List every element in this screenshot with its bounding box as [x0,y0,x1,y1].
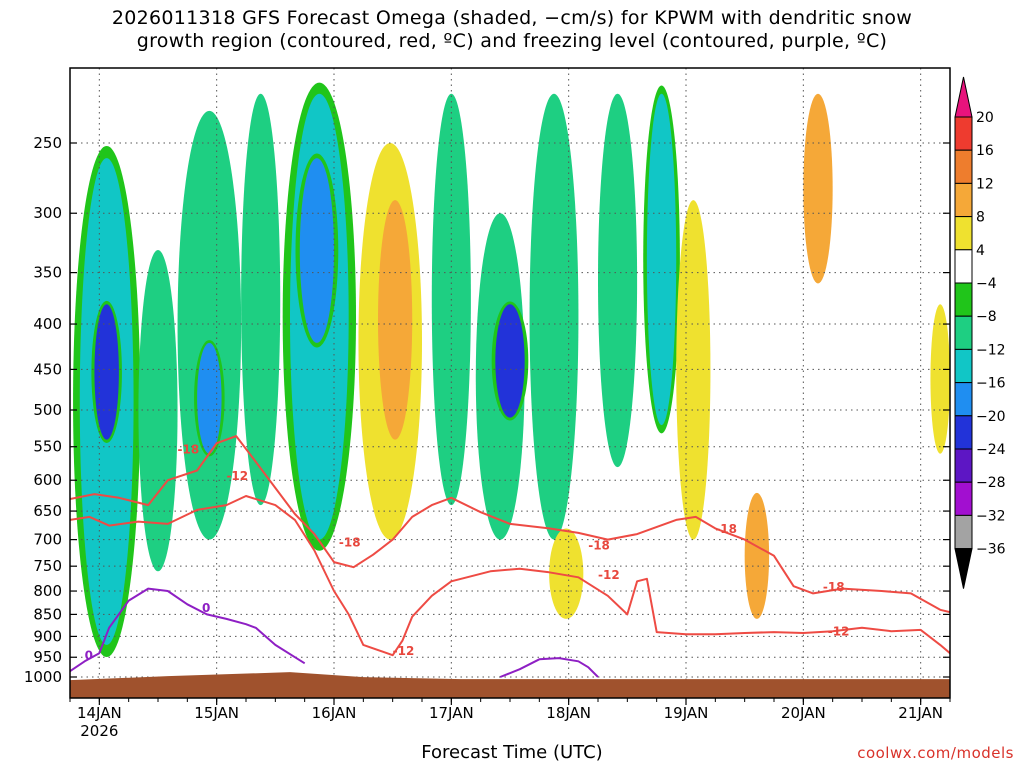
dgz-contour-12 [70,495,950,657]
omega-feature [299,158,334,343]
y-tick-label: 250 [33,134,62,152]
colorbar-tick-label: 12 [976,176,994,192]
y-tick-label: 300 [33,204,62,222]
contour-label: -12 [598,568,620,582]
omega-feature [177,110,242,540]
y-tick-label: 800 [33,582,62,600]
omega-feature [495,304,525,418]
contour-label: -12 [226,469,248,483]
y-tick-label: 750 [33,557,62,575]
x-axis-label: Forecast Time (UTC) [421,742,603,763]
y-tick-label: 650 [33,502,62,520]
colorbar-top-arrow [954,76,973,118]
chart-title-line-1: 2026011318 GFS Forecast Omega (shaded, −… [111,7,913,29]
contour-label: -18 [339,536,361,550]
colorbar-tick-label: 8 [976,210,985,226]
y-tick-label: 950 [33,648,62,666]
y-tick-label: 850 [33,605,62,623]
colorbar-tick-label: −8 [976,309,997,325]
y-tick-label: 700 [33,531,62,549]
omega-shading [73,82,950,658]
x-tick-label: 16JAN [312,704,357,722]
x-tick-label: 18JAN [546,704,591,722]
colorbar-segment [954,514,973,550]
colorbar-segment [954,182,973,218]
x-tick-label: 15JAN [194,704,239,722]
y-tick-label: 1000 [24,668,62,686]
x-tick-label: 14JAN [77,704,122,722]
omega-feature [241,93,281,506]
omega-feature [598,93,638,468]
y-tick-label: 500 [33,401,62,419]
colorbar-tick-label: −20 [976,409,1006,425]
chart-title-line-2: growth region (contoured, red, ºC) and f… [136,30,888,52]
omega-feature [646,93,677,426]
colorbar-tick-label: 4 [976,243,985,259]
x-tick-label: 20JAN [781,704,826,722]
colorbar-segment [954,249,973,284]
colorbar-tick-label: −36 [976,542,1006,558]
x-tick-label: 21JAN [898,704,943,722]
contour-label: -12 [828,625,850,639]
colorbar: 20 16 12 8 4 −4 −8 −12 −16 −20 −24 −28 −32 −36 [954,76,1006,589]
contour-label: -18 [178,443,200,457]
colorbar-segment [954,481,973,516]
colorbar-segment [954,415,973,450]
dgz-contour-18 [70,435,950,614]
colorbar-tick-label: −32 [976,508,1006,524]
y-tick-label: 450 [33,360,62,378]
terrain-surface [70,672,950,698]
y-tick-label: 350 [33,264,62,282]
colorbar-tick-label: −28 [976,475,1006,491]
colorbar-bottom-arrow [954,548,973,589]
y-tick-label: 400 [33,315,62,333]
omega-feature [197,342,222,454]
x-tick-label: 17JAN [429,704,474,722]
y-tick-label: 550 [33,438,62,456]
y-tick-label: 600 [33,471,62,489]
omega-feature [529,93,579,540]
colorbar-tick-label: −24 [976,442,1006,458]
colorbar-tick-label: −16 [976,376,1006,392]
colorbar-segment [954,216,973,251]
contour-labels: -18 -12 -18 -12 -18 -12 -18 -18 -12 0 0 [85,443,850,663]
y-tick-label: 900 [33,627,62,645]
colorbar-tick-label: −12 [976,342,1006,358]
omega-feature [803,93,833,284]
omega-feature [930,304,950,454]
colorbar-tick-label: 16 [976,143,994,159]
omega-feature [549,528,584,619]
colorbar-segment [954,116,973,151]
y-axis-ticks: 250 300 350 400 450 500 550 600 650 700 750 800 850 9… [24,134,950,686]
colorbar-segment [954,282,973,317]
omega-feature [744,492,770,619]
omega-feature [138,249,178,572]
contour-label: -18 [823,580,845,594]
freezing-level-contour [70,587,306,673]
terrain-fill [70,672,950,698]
colorbar-segment [954,448,973,483]
contours [70,435,950,678]
contour-label: -18 [588,538,610,552]
colorbar-segment [954,149,973,184]
contour-label: -18 [715,522,737,536]
freezing-level-contour [499,657,599,678]
colorbar-segment [954,315,973,350]
omega-feature [94,304,119,440]
x-tick-label: 19JAN [664,704,709,722]
gridlines [70,68,950,698]
omega-feature [676,200,711,540]
credit-text: coolwx.com/models [857,744,1014,762]
contour-label: 0 [85,648,93,662]
colorbar-segment [954,382,973,417]
contour-label: 0 [202,601,210,615]
omega-feature [378,200,413,440]
colorbar-tick-label: −4 [976,276,997,292]
colorbar-segment [954,348,973,384]
x-tick-sublabel: 2026 [80,722,118,740]
colorbar-tick-label: 20 [976,110,994,126]
contour-label: -12 [393,644,415,658]
